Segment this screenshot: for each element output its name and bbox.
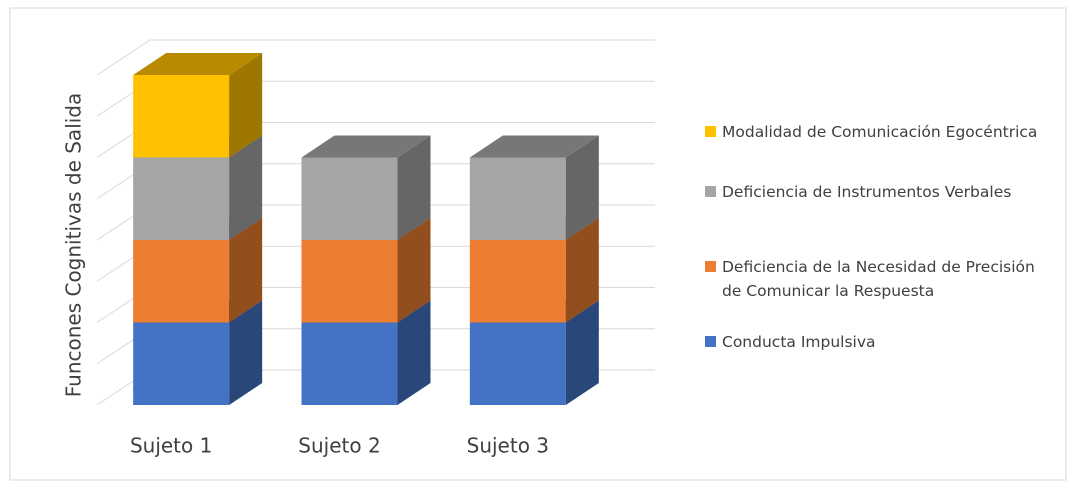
bar-front bbox=[469, 157, 566, 240]
x-tick-label: Sujeto 2 bbox=[298, 434, 380, 458]
bar-front bbox=[469, 322, 566, 405]
legend-label: Conducta Impulsiva bbox=[722, 333, 876, 351]
y-axis-title: Funcones Cognitivas de Salida bbox=[62, 93, 86, 398]
bar-front bbox=[133, 322, 230, 405]
legend-label: Modalidad de Comunicación Egocéntrica bbox=[722, 123, 1038, 141]
legend-item: Modalidad de Comunicación Egocéntrica bbox=[705, 120, 1055, 144]
bar-top bbox=[133, 53, 263, 75]
bar-front bbox=[469, 240, 566, 323]
legend-item: Deficiencia de la Necesidad de Precisión… bbox=[705, 255, 1055, 303]
bar-side bbox=[229, 300, 263, 405]
legend-swatch bbox=[705, 126, 716, 137]
legend-swatch bbox=[705, 186, 716, 197]
grid-line bbox=[96, 39, 655, 76]
bar-front bbox=[301, 157, 398, 240]
legend-swatch bbox=[705, 261, 716, 272]
bar-side bbox=[397, 218, 431, 323]
legend-swatch bbox=[705, 336, 716, 347]
bar-front bbox=[301, 240, 398, 323]
legend-item: Conducta Impulsiva bbox=[705, 330, 1055, 354]
legend-item: Deficiencia de Instrumentos Verbales bbox=[705, 180, 1055, 204]
legend-label: Deficiencia de la Necesidad de Precisión… bbox=[722, 258, 1035, 300]
chart-border bbox=[9, 7, 1067, 481]
bar-front bbox=[301, 322, 398, 405]
bar-top bbox=[469, 135, 599, 158]
bar-front bbox=[133, 75, 230, 158]
bar-segment bbox=[133, 53, 263, 158]
legend-label: Deficiencia de Instrumentos Verbales bbox=[722, 183, 1012, 201]
bar-segment bbox=[301, 135, 431, 240]
x-tick-label: Sujeto 1 bbox=[130, 434, 212, 458]
bar-side bbox=[565, 218, 599, 323]
bar-segment bbox=[469, 135, 599, 240]
bar-side bbox=[565, 135, 599, 240]
x-tick-label: Sujeto 3 bbox=[467, 434, 549, 458]
bar-side bbox=[229, 53, 263, 158]
bar-front bbox=[133, 157, 230, 240]
bar-side bbox=[397, 135, 431, 240]
bar-side bbox=[397, 300, 431, 405]
bar-top bbox=[301, 135, 431, 158]
bar-side bbox=[229, 218, 263, 323]
bar-side bbox=[229, 135, 263, 240]
bar-side bbox=[565, 300, 599, 405]
bar-front bbox=[133, 240, 230, 323]
